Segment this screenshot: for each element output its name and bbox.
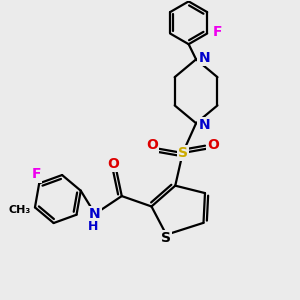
- Text: H: H: [88, 220, 99, 233]
- Text: O: O: [207, 138, 219, 152]
- Text: N: N: [199, 51, 210, 65]
- Text: S: S: [178, 146, 188, 160]
- Text: CH₃: CH₃: [8, 205, 31, 215]
- Text: N: N: [199, 118, 210, 132]
- Text: O: O: [107, 157, 119, 171]
- Text: F: F: [213, 25, 222, 39]
- Text: O: O: [146, 138, 158, 152]
- Text: S: S: [161, 231, 171, 245]
- Text: N: N: [89, 207, 101, 221]
- Text: F: F: [32, 167, 41, 182]
